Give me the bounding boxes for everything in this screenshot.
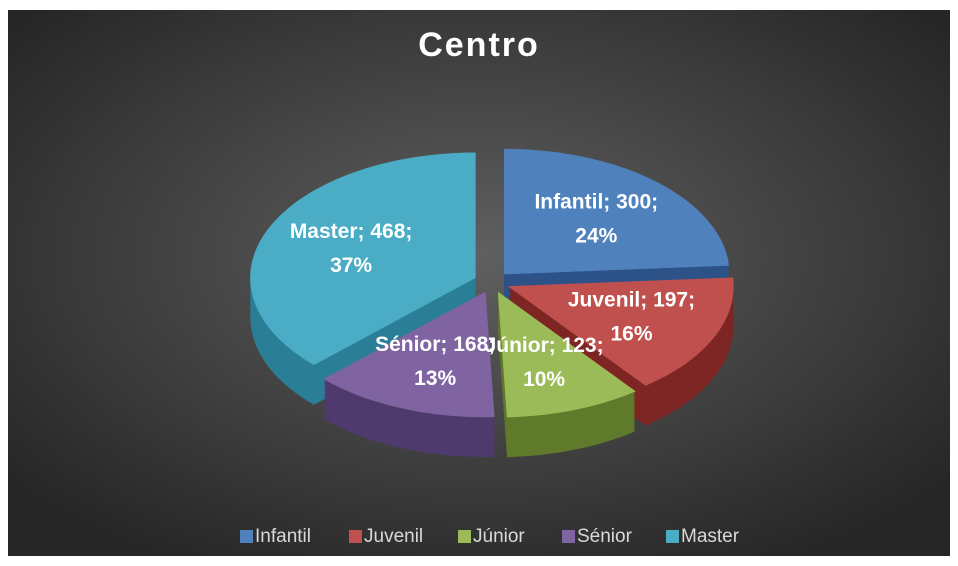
- data-label: Júnior; 123;: [485, 334, 604, 357]
- legend-swatch: [240, 530, 253, 543]
- legend-label: Juvenil: [364, 526, 423, 547]
- chart-background: [8, 10, 950, 556]
- pie: [250, 148, 734, 458]
- legend-label: Sénior: [577, 526, 633, 547]
- slice: [250, 152, 476, 366]
- data-labels: Infantil; 300; 24% Juvenil; 197; 16% Júnior;…: [290, 191, 695, 392]
- data-label: 16%: [610, 323, 652, 346]
- legend-swatch: [562, 530, 575, 543]
- slice: [323, 291, 495, 418]
- data-label: Master; 468;: [290, 220, 413, 243]
- data-label: 37%: [330, 254, 372, 277]
- legend-swatch: [666, 530, 679, 543]
- legend-label: Master: [681, 526, 740, 547]
- chart-title: Centro: [418, 26, 540, 64]
- data-label: Infantil; 300;: [534, 191, 658, 214]
- legend-swatch: [458, 530, 471, 543]
- data-label: Juvenil; 197;: [568, 289, 695, 312]
- slice: [507, 277, 734, 386]
- data-label: 24%: [575, 225, 617, 248]
- data-label: 10%: [523, 368, 565, 391]
- legend-label: Infantil: [255, 526, 311, 547]
- slice: [497, 291, 636, 418]
- legend-swatch: [349, 530, 362, 543]
- legend-label: Júnior: [473, 526, 525, 547]
- slice: [504, 148, 729, 275]
- data-label: 13%: [414, 367, 456, 390]
- data-label: Sénior; 168;: [375, 333, 495, 356]
- legend: Infantil Juvenil Júnior Sénior Master: [240, 526, 740, 547]
